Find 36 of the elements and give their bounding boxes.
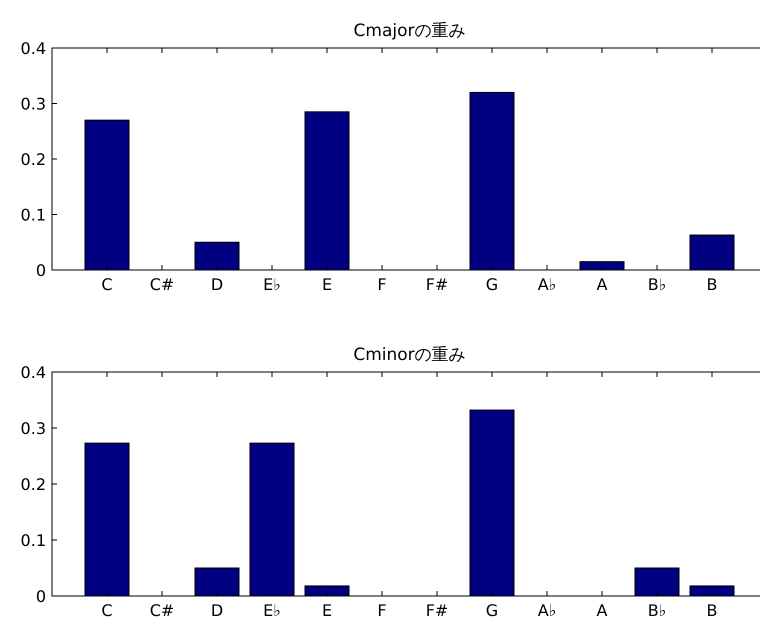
- x-tick-label: A: [596, 275, 608, 294]
- x-tick-label: E: [322, 601, 332, 620]
- y-tick-label: 0.1: [20, 206, 46, 224]
- x-tick-label: D: [210, 275, 224, 294]
- y-tick-label: 0: [36, 261, 46, 280]
- x-tick-label: F: [377, 601, 387, 620]
- x-tick-label: E♭: [263, 275, 281, 294]
- x-tick-label: C#: [150, 275, 174, 294]
- x-tick-label: E♭: [263, 601, 281, 620]
- x-tick-label: A♭: [538, 275, 556, 294]
- x-tick-label: C#: [150, 601, 174, 620]
- x-tick-label: E: [322, 275, 332, 294]
- y-tick-label: 0.3: [20, 419, 46, 438]
- y-tick-label: 0.1: [20, 531, 46, 550]
- x-tick-label: G: [486, 601, 498, 620]
- x-tick-label: A: [596, 601, 608, 620]
- y-tick-label: 0.3: [20, 94, 46, 114]
- y-tick-label: 0.2: [20, 150, 46, 169]
- chart-title: Cmajorの重み: [354, 21, 466, 41]
- x-tick-label: F#: [426, 275, 448, 294]
- x-tick-label: B♭: [648, 601, 666, 620]
- y-tick-label: 0: [36, 587, 46, 606]
- x-tick-label: F#: [426, 601, 448, 620]
- x-tick-label: C: [101, 275, 113, 294]
- x-tick-label: B: [706, 275, 718, 294]
- x-tick-label: G: [486, 275, 498, 294]
- x-tick-label: A♭: [538, 601, 556, 620]
- x-tick-label: B: [706, 601, 718, 620]
- x-tick-label: D: [210, 601, 224, 620]
- chart-title: Cminorの重み: [353, 345, 466, 365]
- y-tick-label: 0.2: [20, 475, 46, 494]
- x-tick-label: F: [377, 275, 387, 294]
- y-tick-label: 0.4: [20, 39, 46, 58]
- x-tick-label: C: [101, 601, 113, 620]
- x-tick-label: B♭: [648, 275, 666, 294]
- y-tick-label: 0.4: [20, 363, 46, 382]
